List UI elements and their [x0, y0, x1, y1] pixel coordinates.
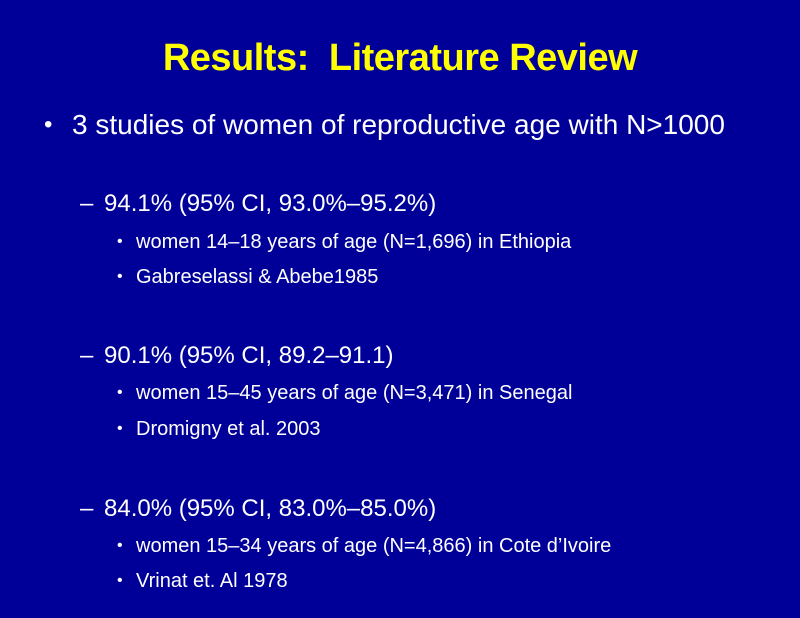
study-estimate-3: –84.0% (95% CI, 83.0%–85.0%) — [80, 494, 436, 524]
study-estimate-text: 84.0% (95% CI, 83.0%–85.0%) — [104, 495, 437, 522]
study-population-2: • women 15–45 years of age (N=3,471) in S… — [117, 380, 572, 406]
study-population-text: women 15–45 years of age (N=3,471) in Se… — [136, 382, 573, 404]
bullet-icon: • — [117, 572, 123, 589]
dash-icon: – — [80, 342, 94, 369]
study-population-3: • women 15–34 years of age (N=4,866) in C… — [117, 533, 611, 559]
study-citation-text: Dromigny et al. 2003 — [136, 418, 321, 440]
study-population-text: women 15–34 years of age (N=4,866) in Co… — [136, 535, 612, 557]
bullet-icon: • — [117, 233, 123, 250]
slide-title: Results: Literature Review — [162, 37, 638, 79]
dash-icon: – — [80, 190, 94, 217]
study-citation-text: Gabreselassi & Abebe1985 — [136, 266, 379, 288]
main-bullet-text: 3 studies of women of reproductive age w… — [72, 109, 725, 140]
main-bullet: • 3 studies of women of reproductive age… — [44, 106, 744, 144]
bullet-icon: • — [117, 384, 123, 401]
bullet-icon: • — [117, 420, 123, 437]
bullet-icon: • — [117, 537, 123, 554]
study-citation-1: • Gabreselassi & Abebe1985 — [117, 264, 378, 290]
study-population-text: women 14–18 years of age (N=1,696) in Et… — [136, 231, 572, 253]
study-citation-2: • Dromigny et al. 2003 — [117, 416, 321, 442]
study-citation-3: • Vrinat et. Al 1978 — [117, 568, 288, 594]
study-estimate-text: 90.1% (95% CI, 89.2–91.1) — [104, 342, 394, 369]
bullet-icon: • — [117, 268, 123, 285]
bullet-icon: • — [44, 111, 53, 138]
study-population-1: • women 14–18 years of age (N=1,696) in E… — [117, 229, 571, 255]
study-estimate-1: –94.1% (95% CI, 93.0%–95.2%) — [80, 189, 436, 219]
study-estimate-2: –90.1% (95% CI, 89.2–91.1) — [80, 341, 394, 371]
dash-icon: – — [80, 495, 94, 522]
study-estimate-text: 94.1% (95% CI, 93.0%–95.2%) — [104, 190, 437, 217]
study-citation-text: Vrinat et. Al 1978 — [136, 570, 288, 592]
